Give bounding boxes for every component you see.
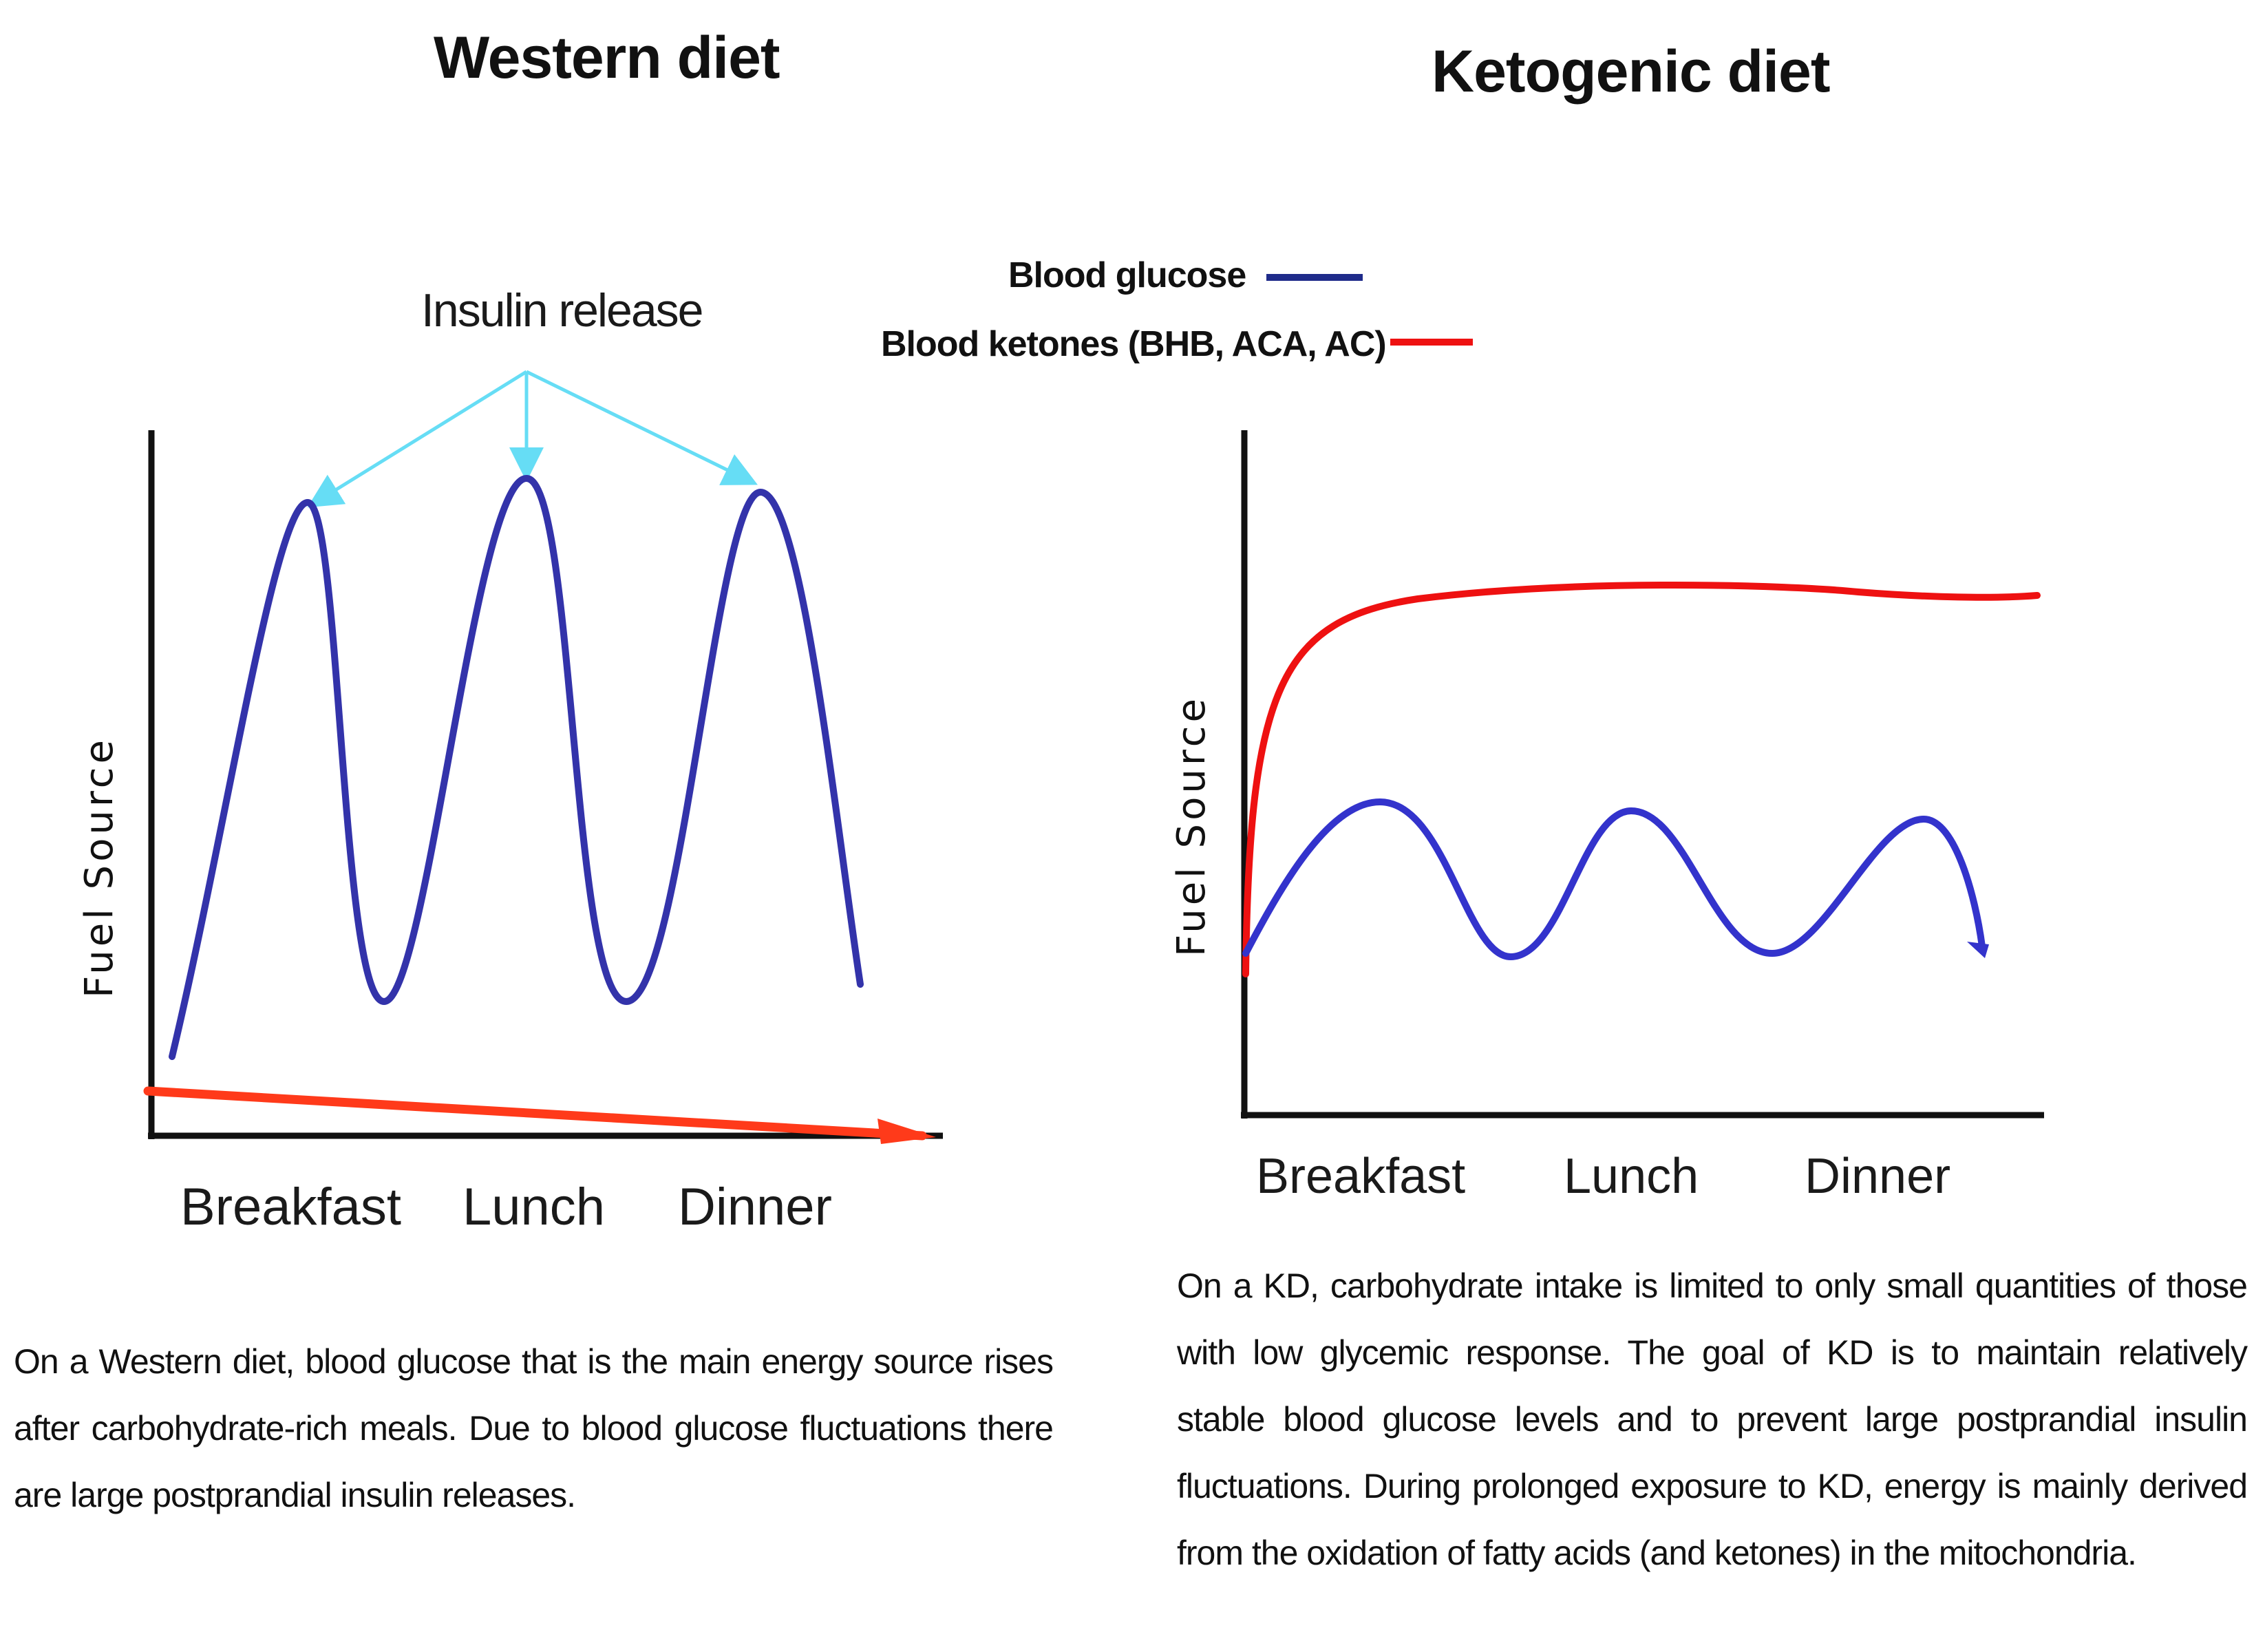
legend-glucose-label: Blood glucose	[1008, 255, 1246, 295]
legend-ketones-line	[1390, 339, 1473, 346]
western-glucose-curve	[169, 474, 864, 1060]
insulin-arrow-breakfast	[307, 370, 528, 508]
ketogenic-glucose-curve	[1242, 798, 1986, 961]
western-diet-caption: On a Western diet, blood glucose that is…	[14, 1342, 1054, 1514]
western-diet-title: Western diet	[434, 25, 780, 91]
insulin-arrows	[307, 370, 758, 508]
western-axes	[148, 430, 943, 1139]
insulin-release-label: Insulin release	[421, 284, 703, 337]
western-x-label-dinner: Dinner	[678, 1178, 832, 1236]
ketogenic-diet-caption: On a KD, carbohydrate intake is limited …	[1177, 1267, 2248, 1572]
ketogenic-y-axis-label: Fuel Source	[1169, 695, 1214, 957]
ketogenic-diet-title: Ketogenic diet	[1432, 39, 1831, 105]
insulin-arrow-dinner	[525, 370, 758, 485]
ketogenic-x-label-lunch: Lunch	[1564, 1149, 1699, 1204]
legend-glucose-line	[1266, 274, 1363, 281]
western-x-label-lunch: Lunch	[462, 1178, 606, 1236]
ketogenic-x-label-dinner: Dinner	[1805, 1149, 1951, 1204]
western-y-axis-label: Fuel Source	[77, 737, 122, 998]
ketogenic-axes	[1241, 430, 2044, 1119]
ketogenic-x-label-breakfast: Breakfast	[1256, 1149, 1466, 1204]
western-x-label-breakfast: Breakfast	[180, 1178, 402, 1236]
ketogenic-glucose-arrowhead	[1967, 942, 1989, 958]
legend-ketones-label: Blood ketones (BHB, ACA, AC)	[881, 324, 1387, 364]
ketogenic-ketones-curve	[1242, 582, 2041, 977]
western-ketones-line	[143, 1086, 936, 1144]
